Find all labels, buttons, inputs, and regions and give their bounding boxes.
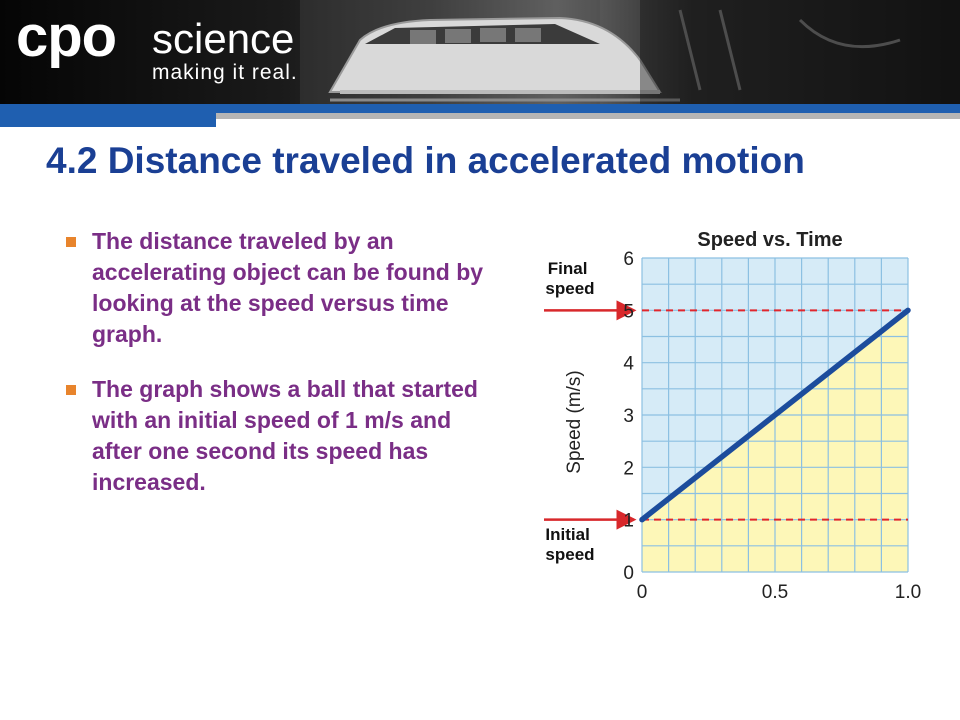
bullet-list: The distance traveled by an accelerating…	[64, 226, 504, 522]
bullet-text: The graph shows a ball that started with…	[92, 376, 478, 495]
header-divider	[0, 104, 960, 113]
x-tick-label: 1.0	[895, 582, 921, 603]
x-tick-label: 0	[637, 582, 648, 603]
final-speed-label-line1: Final	[548, 259, 588, 278]
initial-speed-label-line2: speed	[545, 545, 594, 564]
header-banner: cpo science making it real.	[0, 0, 960, 104]
initial-speed-label-line1: Initial	[545, 525, 589, 544]
y-tick-label: 1	[623, 511, 634, 532]
initial-speed-label: Initial speed	[545, 525, 594, 564]
final-speed-label: Final speed	[545, 259, 594, 298]
y-tick-label: 2	[623, 458, 634, 479]
header-accent-bar	[0, 113, 216, 127]
train-illustration-icon	[300, 0, 960, 104]
chart-title: Speed vs. Time	[697, 229, 842, 251]
bullet-item: The distance traveled by an accelerating…	[64, 226, 504, 350]
logo-cpo: cpo	[16, 4, 117, 69]
final-speed-label-line2: speed	[545, 279, 594, 298]
speed-time-chart: 0 1 2 3 4 5 6 0 0.5 1.0 Speed vs. Time Speed (m/s…	[544, 229, 921, 603]
square-bullet-icon	[66, 385, 76, 395]
x-tick-label: 0.5	[762, 582, 788, 603]
y-tick-label: 0	[623, 563, 634, 584]
y-tick-label: 4	[623, 354, 634, 375]
y-tick-label: 3	[623, 406, 634, 427]
bullet-item: The graph shows a ball that started with…	[64, 374, 504, 498]
logo-tagline: making it real.	[152, 61, 298, 84]
bullet-text: The distance traveled by an accelerating…	[92, 228, 484, 347]
logo-science: science	[152, 15, 295, 62]
square-bullet-icon	[66, 237, 76, 247]
y-axis-label: Speed (m/s)	[564, 370, 585, 473]
speed-series-line	[639, 307, 911, 523]
y-tick-label: 6	[623, 249, 634, 270]
header-divider-shadow	[0, 113, 960, 119]
y-tick-label: 5	[623, 301, 634, 322]
slide-title: 4.2 Distance traveled in accelerated mot…	[46, 140, 805, 181]
